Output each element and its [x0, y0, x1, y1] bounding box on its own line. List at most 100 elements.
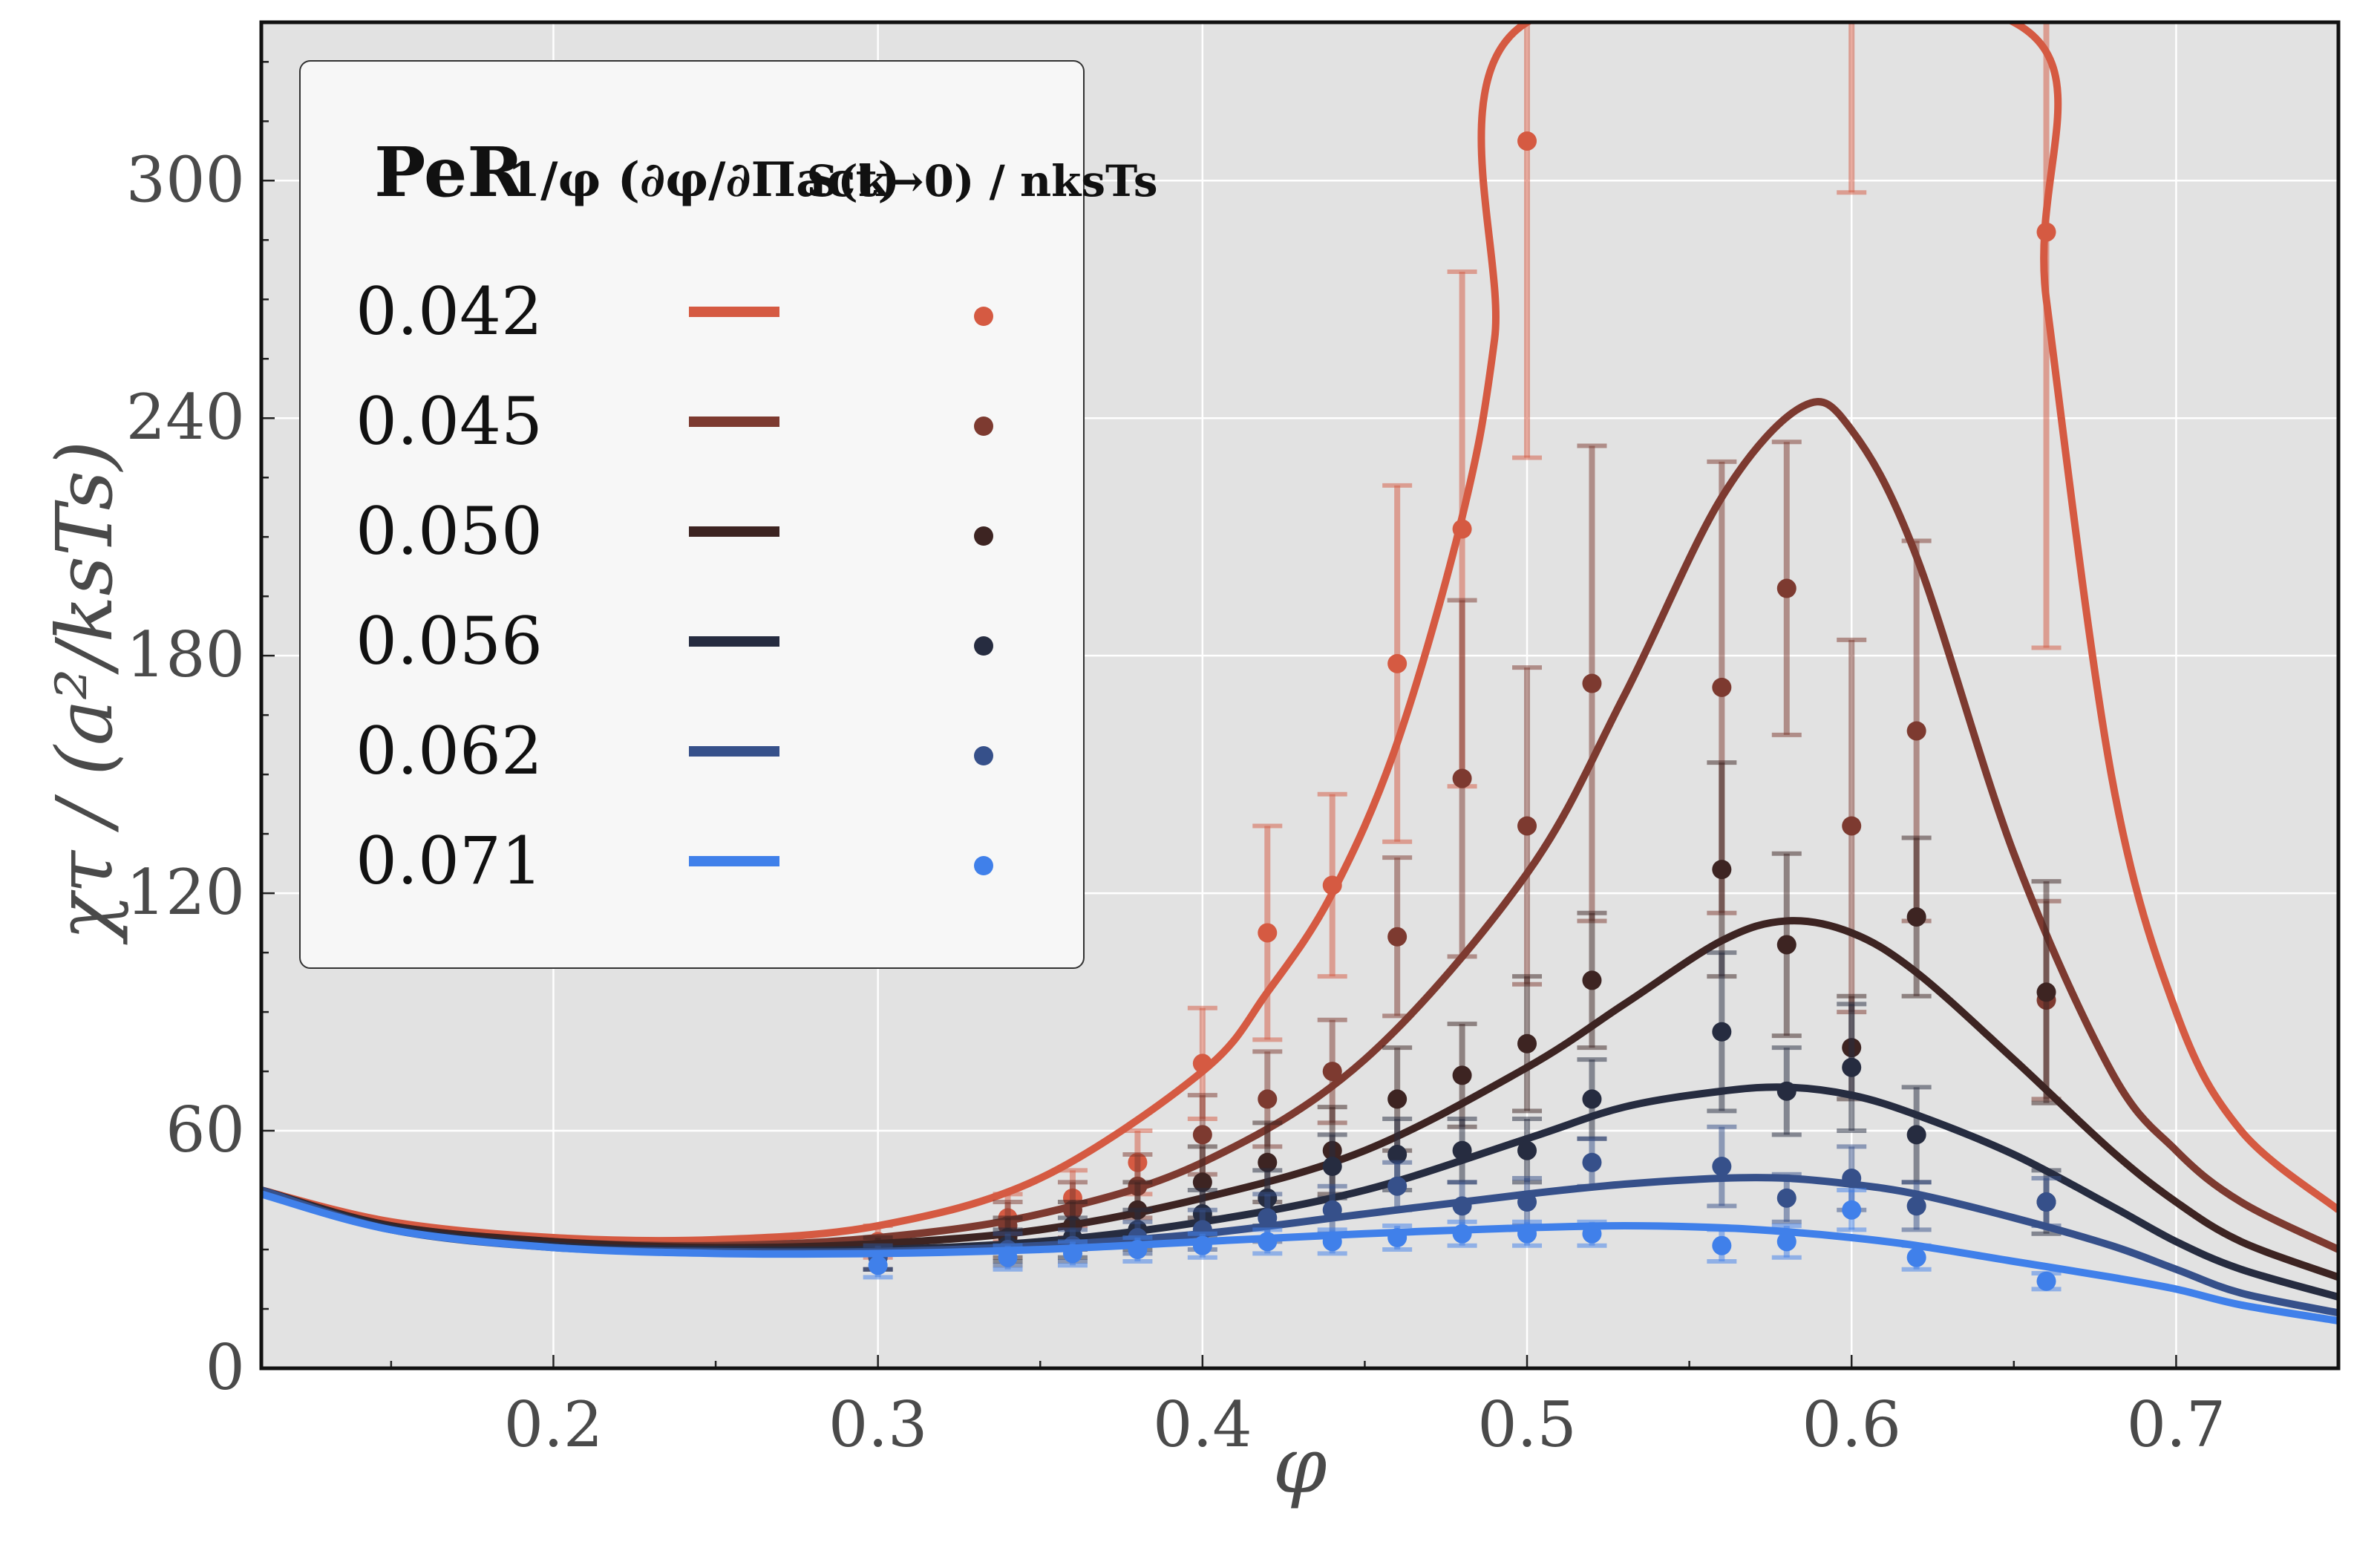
y-axis-label: χτ / (a²/ksTs) — [39, 440, 130, 945]
data-point — [1387, 1176, 1408, 1196]
data-point — [1842, 1200, 1862, 1220]
data-point — [1387, 1089, 1408, 1109]
data-point — [1322, 1232, 1342, 1252]
data-point — [1517, 1192, 1537, 1212]
data-point — [2036, 1192, 2056, 1212]
legend-point-swatch — [974, 636, 993, 656]
y-tick-label: 120 — [126, 856, 245, 929]
data-point — [1258, 1152, 1278, 1172]
data-point — [1842, 816, 1862, 836]
data-point — [1517, 131, 1537, 151]
data-point — [1712, 860, 1732, 880]
legend-header-derivative: 1/φ (∂φ/∂Πact) — [508, 152, 900, 208]
data-point — [1387, 653, 1408, 673]
data-point — [1192, 1125, 1212, 1145]
legend-point-swatch — [974, 307, 993, 326]
data-point — [1776, 1081, 1796, 1101]
data-point — [1452, 1196, 1472, 1216]
data-point — [1776, 1232, 1796, 1252]
data-point — [1517, 1224, 1537, 1244]
legend-header-structure-factor: S(k→0) / nksTs — [807, 156, 1158, 206]
data-point — [1582, 1089, 1602, 1109]
data-point — [1582, 673, 1602, 693]
fit-curve — [261, 1190, 2338, 1324]
series-layer — [261, 22, 2338, 1324]
data-point — [1192, 1172, 1212, 1192]
data-point — [1842, 1057, 1862, 1077]
data-point — [1712, 1235, 1732, 1255]
legend-point-swatch — [974, 526, 993, 546]
data-point — [1906, 721, 1926, 741]
data-point — [1712, 677, 1732, 697]
data-point — [1387, 1145, 1408, 1165]
data-point — [1517, 1140, 1537, 1160]
data-point — [2036, 222, 2056, 242]
x-tick-label: 0.4 — [1153, 1388, 1252, 1461]
data-point — [2036, 1271, 2056, 1291]
legend-point-swatch — [974, 416, 993, 436]
data-point — [1582, 970, 1602, 990]
x-tick-label: 0.5 — [1477, 1388, 1577, 1461]
data-point — [1712, 1022, 1732, 1042]
y-tick-label: 60 — [166, 1094, 245, 1166]
legend-label: 0.056 — [356, 603, 543, 679]
data-point — [1452, 1224, 1472, 1244]
x-tick-labels: 0.2 0.3 0.4 0.5 0.6 0.7 — [504, 1388, 2226, 1461]
y-tick-label: 180 — [126, 618, 245, 691]
y-tick-label: 300 — [126, 143, 245, 216]
legend-label: 0.042 — [356, 273, 543, 350]
x-tick-label: 0.2 — [504, 1388, 604, 1461]
data-point — [1387, 927, 1408, 947]
legend: PeR 1/φ (∂φ/∂Πact) S(k→0) / nksTs 0.0420… — [299, 60, 1158, 969]
data-point — [1258, 1232, 1278, 1252]
legend-label: 0.071 — [356, 823, 543, 899]
data-point — [1387, 1228, 1408, 1248]
data-point — [868, 1255, 888, 1275]
legend-box — [299, 60, 1085, 969]
data-point — [1452, 1140, 1472, 1160]
data-point — [998, 1247, 1018, 1267]
data-point — [1776, 578, 1796, 598]
data-point — [1452, 519, 1472, 539]
y-tick-labels: 0 60 120 180 240 300 — [126, 143, 245, 1404]
data-point — [1452, 768, 1472, 788]
plot-frame — [259, 20, 2341, 1371]
data-point — [1322, 1200, 1342, 1220]
data-point — [1776, 1188, 1796, 1208]
data-point — [1842, 1169, 1862, 1189]
data-point — [1582, 1152, 1602, 1172]
data-point — [1906, 1196, 1926, 1216]
data-point — [1517, 816, 1537, 836]
x-axis-label: φ — [1273, 1420, 1327, 1511]
data-point — [1322, 875, 1342, 895]
legend-label: 0.050 — [356, 493, 543, 569]
data-point — [1258, 923, 1278, 943]
data-point — [1322, 1157, 1342, 1177]
data-point — [1712, 1157, 1732, 1177]
data-point — [1062, 1244, 1082, 1264]
data-point — [1258, 1208, 1278, 1228]
legend-label: 0.045 — [356, 383, 543, 460]
data-point — [1517, 1033, 1537, 1054]
x-tick-label: 0.7 — [2127, 1388, 2226, 1461]
data-point — [1452, 1065, 1472, 1085]
legend-rows: 0.042 0.045 0.050 0.056 0.062 0.071 — [356, 273, 993, 899]
data-point — [1258, 1089, 1278, 1109]
data-point — [1192, 1054, 1212, 1074]
legend-header-per: PeR — [374, 132, 524, 212]
data-point — [2036, 982, 2056, 1002]
fit-curve — [261, 22, 2338, 1245]
legend-point-swatch — [974, 746, 993, 765]
data-point — [1776, 935, 1796, 955]
y-tick-label: 240 — [126, 381, 245, 454]
data-point — [1192, 1235, 1212, 1255]
data-point — [1906, 1247, 1926, 1267]
data-point — [1582, 1224, 1602, 1244]
legend-label: 0.062 — [356, 713, 543, 789]
legend-point-swatch — [974, 856, 993, 875]
x-tick-label: 0.6 — [1802, 1388, 1901, 1461]
data-point — [1128, 1240, 1148, 1260]
data-point — [1906, 1125, 1926, 1145]
data-point — [1906, 907, 1926, 927]
